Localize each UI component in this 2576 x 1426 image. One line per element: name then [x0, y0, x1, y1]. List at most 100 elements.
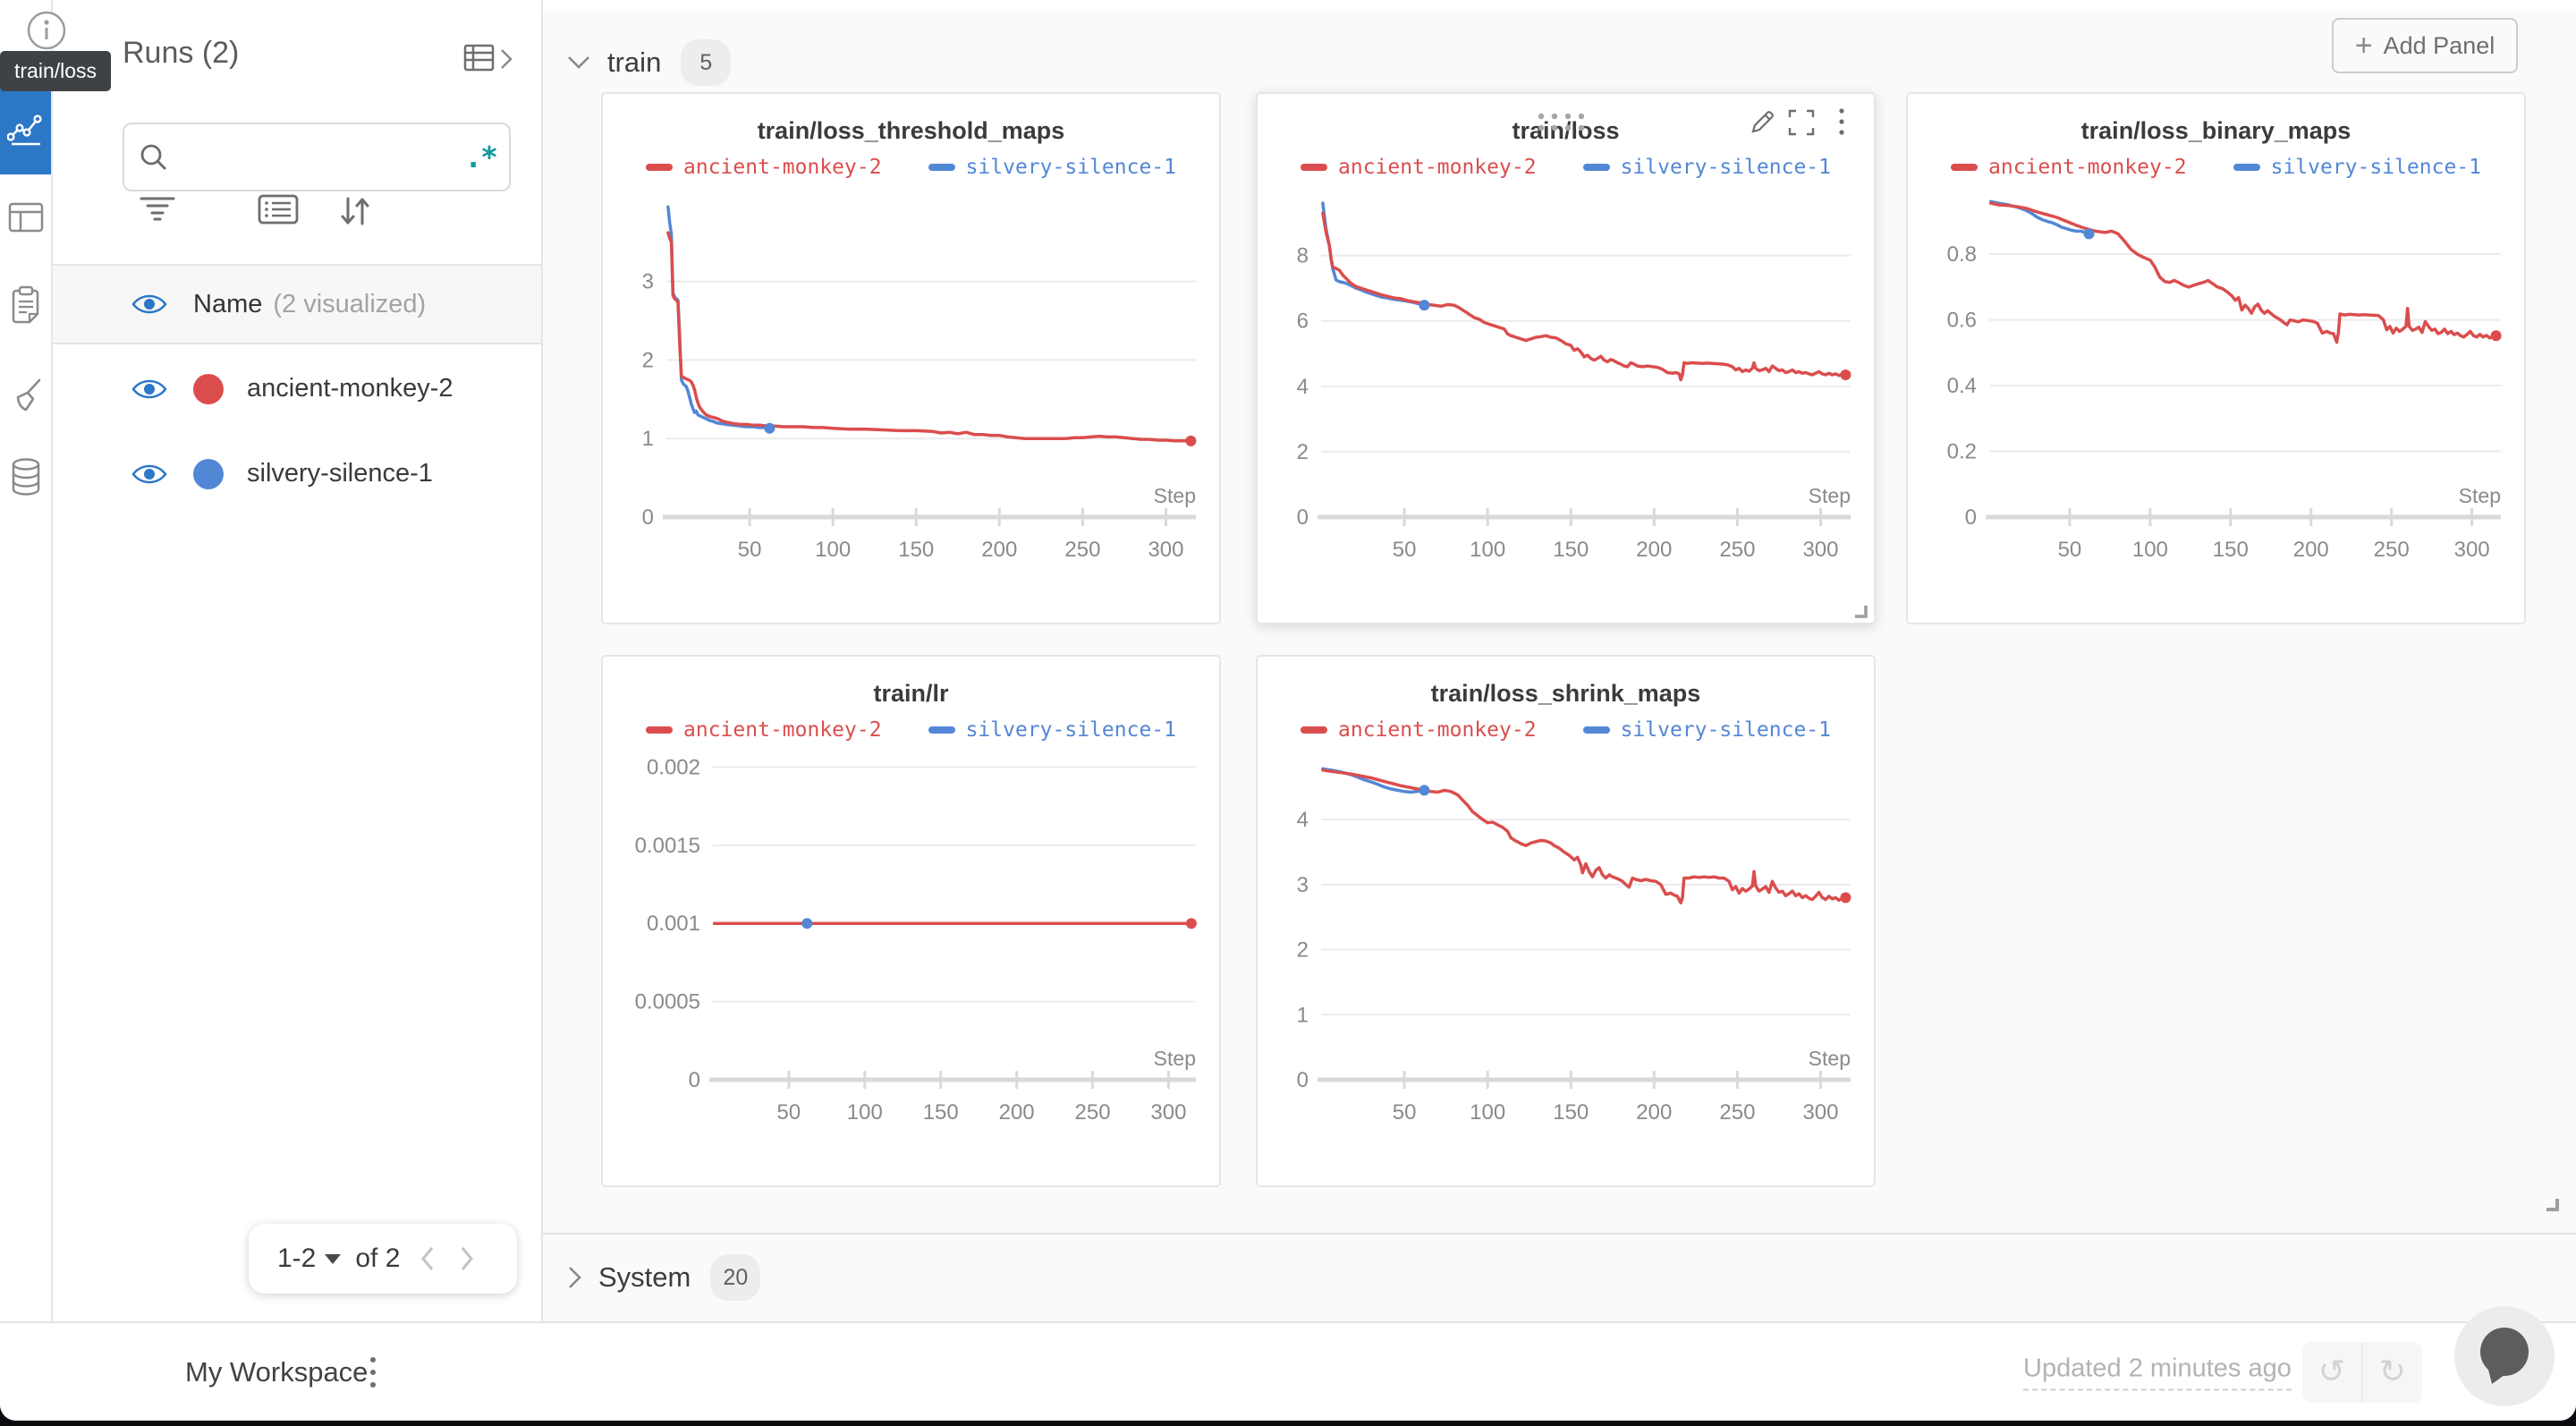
svg-text:2: 2 — [1296, 938, 1308, 963]
panel-train-loss-shrink-maps[interactable]: train/loss_shrink_maps ancient-monkey-2 si… — [1256, 655, 1876, 1187]
sidebar-item-sweeps[interactable] — [7, 377, 45, 414]
svg-text:200: 200 — [1636, 1100, 1672, 1125]
legend-item[interactable]: ancient-monkey-2 — [646, 718, 882, 742]
info-icon[interactable] — [27, 11, 67, 51]
runs-filter-row — [53, 190, 541, 240]
svg-text:0.001: 0.001 — [646, 912, 699, 936]
svg-text:200: 200 — [981, 538, 1017, 562]
run-name[interactable]: silvery-silence-1 — [247, 459, 433, 488]
panel-train-loss-threshold-maps[interactable]: train/loss_threshold_maps ancient-monkey-… — [601, 92, 1221, 624]
redo-button[interactable]: ↻ — [2378, 1354, 2407, 1390]
eye-icon[interactable] — [131, 376, 168, 403]
page-range[interactable]: 1-2 — [277, 1244, 317, 1273]
expand-runs-chevron-icon[interactable] — [499, 47, 513, 71]
svg-text:250: 250 — [1719, 1100, 1755, 1125]
filter-icon[interactable] — [139, 193, 176, 224]
prev-page-chevron-icon[interactable] — [419, 1245, 436, 1272]
svg-text:0: 0 — [1296, 1068, 1308, 1092]
legend-item[interactable]: silvery-silence-1 — [1582, 156, 1831, 179]
group-list-icon[interactable] — [258, 193, 299, 225]
runs-name-header[interactable]: Name (2 visualized) — [53, 264, 541, 344]
legend-run-name: ancient-monkey-2 — [683, 156, 882, 179]
legend-dash-icon — [646, 726, 674, 734]
eye-icon[interactable] — [131, 461, 168, 488]
svg-text:3: 3 — [641, 270, 653, 294]
legend-item[interactable]: silvery-silence-1 — [2233, 156, 2481, 179]
svg-text:Step: Step — [1808, 484, 1850, 507]
panel-train-loss-binary-maps[interactable]: train/loss_binary_maps ancient-monkey-2 si… — [1906, 92, 2526, 624]
svg-text:0.6: 0.6 — [1946, 309, 1976, 333]
fullscreen-icon[interactable] — [1787, 108, 1816, 137]
svg-text:200: 200 — [1636, 538, 1672, 562]
chart-title: train/loss — [1512, 117, 1620, 144]
svg-text:3: 3 — [1296, 873, 1308, 897]
sidebar-item-artifacts[interactable] — [7, 458, 45, 496]
undo-button[interactable]: ↺ — [2302, 1341, 2363, 1403]
svg-text:4: 4 — [1296, 808, 1308, 832]
chart-plot[interactable]: 0 2 4 6 8 50 100 150 200 250 300 Step — [1271, 186, 1861, 580]
run-row-ancient-monkey-2[interactable]: ancient-monkey-2 — [53, 346, 541, 431]
runs-table-toggle[interactable] — [463, 42, 496, 74]
chart-title: train/loss_binary_maps — [2080, 117, 2351, 144]
sort-icon[interactable] — [335, 193, 375, 229]
legend-item[interactable]: ancient-monkey-2 — [1301, 156, 1537, 179]
sidebar-item-charts[interactable] — [0, 87, 51, 174]
svg-text:Step: Step — [2458, 484, 2500, 507]
pagination: 1-2 of 2 — [249, 1224, 517, 1294]
chart-plot[interactable]: 0 1 2 3 50 100 150 200 250 300 Step — [616, 186, 1207, 580]
svg-text:0: 0 — [641, 505, 653, 530]
legend-run-name: silvery-silence-1 — [1620, 718, 1831, 742]
regex-toggle[interactable]: .* — [464, 140, 498, 174]
legend-dash-icon — [928, 164, 955, 171]
chart-plot[interactable]: 0 0.0005 0.001 0.0015 0.002 50 100 150 200 250 300… — [616, 749, 1207, 1142]
legend-item[interactable]: ancient-monkey-2 — [1301, 718, 1537, 742]
svg-text:50: 50 — [737, 538, 761, 562]
drag-handle-icon[interactable] — [1535, 110, 1596, 133]
chart-plot[interactable]: 0 1 2 3 4 50 100 150 200 250 300 Step — [1271, 749, 1861, 1142]
add-panel-button[interactable]: + Add Panel — [2332, 18, 2518, 73]
updated-status[interactable]: Updated 2 minutes ago — [2023, 1354, 2292, 1390]
chat-fab[interactable] — [2454, 1306, 2555, 1406]
svg-text:0.8: 0.8 — [1946, 242, 1976, 267]
chart-legend: ancient-monkey-2 silvery-silence-1 — [603, 717, 1219, 743]
section-resize-handle-icon[interactable] — [2543, 1195, 2561, 1213]
svg-text:0: 0 — [1296, 505, 1308, 530]
section-header-system[interactable]: System 20 — [543, 1251, 761, 1304]
svg-text:50: 50 — [1392, 538, 1416, 562]
search-input[interactable] — [169, 141, 465, 173]
run-name[interactable]: ancient-monkey-2 — [247, 374, 453, 403]
chart-title: train/loss_threshold_maps — [757, 117, 1065, 144]
panel-train-loss[interactable]: train/loss ancient-monkey-2 silvery-silenc… — [1256, 92, 1876, 624]
table-icon — [8, 202, 44, 233]
panel-train-lr[interactable]: train/lr ancient-monkey-2 silvery-silence-… — [601, 655, 1221, 1187]
page-size-caret-icon[interactable] — [325, 1253, 342, 1264]
add-panel-label: Add Panel — [2383, 31, 2496, 59]
eye-icon[interactable] — [131, 291, 168, 318]
legend-item[interactable]: silvery-silence-1 — [928, 718, 1176, 742]
workspace-kebab-icon[interactable] — [369, 1354, 377, 1390]
run-color-dot[interactable] — [193, 373, 224, 404]
sidebar-item-table[interactable] — [7, 199, 45, 236]
section-divider — [543, 1233, 2576, 1235]
panel-resize-handle-icon[interactable] — [1852, 603, 1868, 619]
legend-item[interactable]: silvery-silence-1 — [928, 156, 1176, 179]
legend-item[interactable]: silvery-silence-1 — [1582, 718, 1831, 742]
svg-text:Step: Step — [1153, 484, 1195, 507]
workspace-title[interactable]: My Workspace — [185, 1355, 369, 1388]
sidebar-item-logs[interactable] — [7, 285, 45, 324]
chart-plot[interactable]: 0 0.2 0.4 0.6 0.8 50 100 150 200 250 300 Step — [1921, 186, 2512, 580]
next-page-chevron-icon[interactable] — [459, 1245, 475, 1272]
run-row-silvery-silence-1[interactable]: silvery-silence-1 — [53, 431, 541, 516]
section-count-badge: 5 — [681, 39, 732, 86]
kebab-menu-icon[interactable] — [1837, 106, 1846, 137]
legend-run-name: silvery-silence-1 — [965, 718, 1176, 742]
svg-text:8: 8 — [1296, 244, 1308, 268]
run-color-dot[interactable] — [193, 458, 224, 489]
edit-pencil-icon[interactable] — [1750, 108, 1776, 135]
svg-text:1: 1 — [641, 427, 653, 451]
legend-item[interactable]: ancient-monkey-2 — [646, 156, 882, 179]
legend-item[interactable]: ancient-monkey-2 — [1951, 156, 2187, 179]
top-strip — [543, 0, 2576, 11]
section-header-train[interactable]: train 5 — [543, 36, 732, 89]
